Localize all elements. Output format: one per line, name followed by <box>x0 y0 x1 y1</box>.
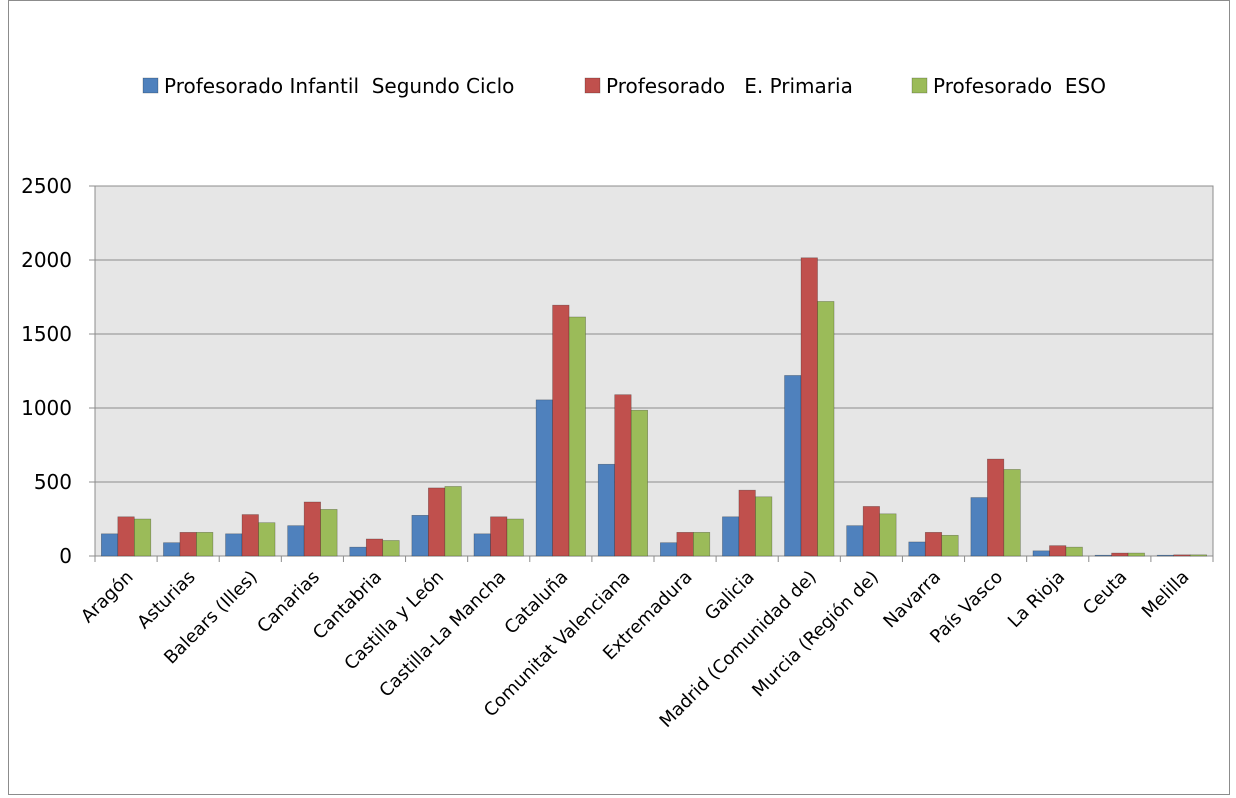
y-tick-label: 2500 <box>21 174 72 198</box>
bar-2 <box>428 487 446 557</box>
y-tick-label: 0 <box>59 544 72 568</box>
bar-1 <box>535 399 553 557</box>
legend-label: Profesorado E. Primaria <box>606 74 853 98</box>
y-tick-label: 1500 <box>21 322 72 346</box>
legend-swatch <box>911 77 928 94</box>
bar-2 <box>303 501 321 557</box>
bar-1 <box>722 516 740 557</box>
bar-2 <box>738 489 756 557</box>
x-tick-label: Aragón <box>77 567 138 628</box>
legend-label: Profesorado Infantil Segundo Ciclo <box>164 74 514 98</box>
bar-1 <box>846 525 864 557</box>
bar-3 <box>1003 469 1021 557</box>
bar-2 <box>241 514 259 557</box>
bar-2 <box>490 516 508 557</box>
bar-1 <box>349 546 367 557</box>
bar-3 <box>1065 546 1083 557</box>
bar-2 <box>862 506 880 557</box>
y-tick-label: 500 <box>34 470 72 494</box>
bar-3 <box>134 518 152 557</box>
x-tick-label: Murcia (Región de) <box>748 567 883 702</box>
bar-3 <box>320 509 338 557</box>
bar-3 <box>630 409 648 557</box>
bar-2 <box>614 394 632 557</box>
bar-3 <box>258 522 276 557</box>
bar-2 <box>117 516 135 557</box>
bar-1 <box>1094 554 1112 557</box>
bar-2 <box>924 532 943 557</box>
bar-1 <box>411 514 429 557</box>
legend-swatch <box>584 77 601 94</box>
bar-2 <box>1111 552 1129 557</box>
bar-3 <box>196 532 214 557</box>
bar-1 <box>597 463 615 557</box>
x-tick-label: Galicia <box>701 567 759 625</box>
bar-2 <box>365 538 384 557</box>
bar-1 <box>660 542 678 557</box>
legend-swatch <box>142 77 159 94</box>
bar-3 <box>879 513 897 557</box>
bar-3 <box>1189 554 1207 557</box>
bar-3 <box>755 496 773 557</box>
bar-1 <box>101 533 119 557</box>
y-tick-label: 1000 <box>21 396 72 420</box>
plot-area <box>94 185 1214 557</box>
bar-3 <box>444 486 462 557</box>
bar-3 <box>817 301 835 557</box>
legend-label: Profesorado ESO <box>933 74 1106 98</box>
bar-1 <box>970 497 988 557</box>
bar-1 <box>784 375 802 557</box>
x-tick-label: La Rioja <box>1004 567 1069 632</box>
legend: Profesorado Infantil Segundo Ciclo Profes… <box>142 74 1106 98</box>
bar-1 <box>287 525 305 557</box>
bar-3 <box>693 532 711 557</box>
bar-3 <box>568 316 586 557</box>
bar-3 <box>382 540 400 557</box>
bar-1 <box>473 533 491 557</box>
bar-2 <box>1173 554 1191 557</box>
bar-2 <box>1049 545 1067 557</box>
bar-3 <box>941 534 959 557</box>
y-tick-label: 2000 <box>21 248 72 272</box>
bar-1 <box>163 542 181 557</box>
bar-1 <box>225 533 243 557</box>
bar-3 <box>506 518 524 557</box>
bar-2 <box>179 532 197 557</box>
bar-2 <box>552 304 570 557</box>
x-tick-label: Ceuta <box>1079 567 1131 619</box>
x-tick-label: Melilla <box>1138 567 1194 623</box>
bar-2 <box>676 532 694 557</box>
bar-3 <box>1127 552 1145 557</box>
bar-2 <box>800 257 818 557</box>
x-tick-label: Castilla-La Mancha <box>375 567 510 702</box>
bar-1 <box>1156 554 1174 557</box>
bar-1 <box>908 541 926 557</box>
bar-1 <box>1032 550 1050 557</box>
bar-2 <box>987 458 1005 557</box>
